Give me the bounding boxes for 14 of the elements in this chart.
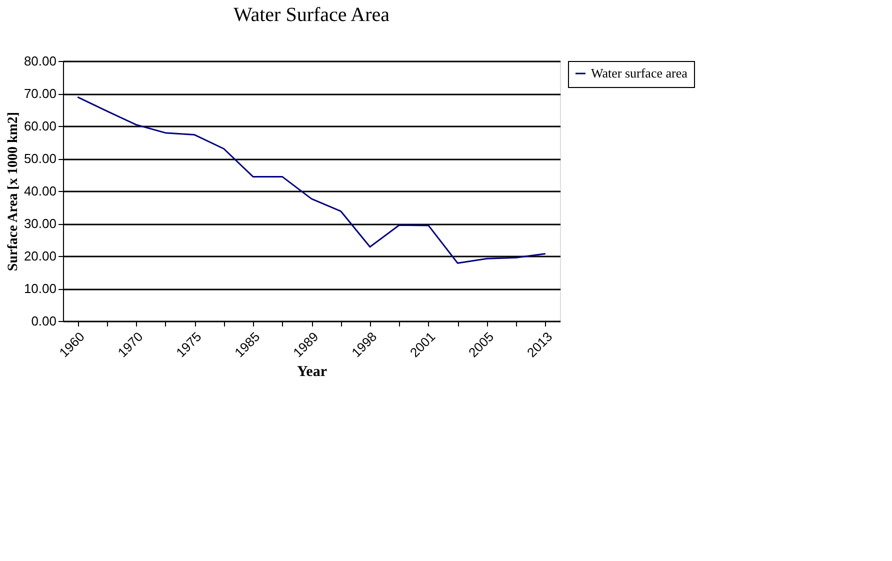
y-tick-label: 30.00 <box>24 216 56 231</box>
y-tick-label: 40.00 <box>24 184 56 198</box>
y-tick-label: 10.00 <box>24 281 56 296</box>
y-tick-label: 50.00 <box>24 151 56 166</box>
y-tick-label: 20.00 <box>24 248 56 264</box>
y-tick-label: 60.00 <box>24 118 56 134</box>
y-axis-title: Surface Area [x 1000 km2] <box>6 112 21 272</box>
x-axis-title: Year <box>297 364 328 380</box>
y-tick-label: 80.00 <box>24 54 56 68</box>
y-tick-label: 70.00 <box>24 86 56 101</box>
line-series <box>76 96 546 264</box>
chart-title: Water Surface Area <box>233 4 390 26</box>
legend-label: Water surface area <box>591 66 688 80</box>
y-tick-label: 0.00 <box>31 314 56 328</box>
